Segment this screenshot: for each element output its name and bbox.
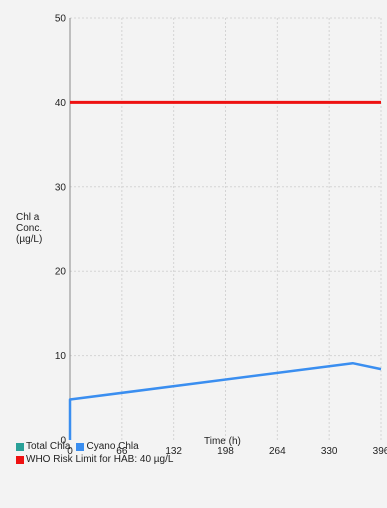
legend-item-cyano-chla[interactable]: Cyano Chla bbox=[76, 441, 139, 452]
legend-swatch-who-limit bbox=[16, 455, 24, 464]
y-axis-label-line-2: Conc. bbox=[16, 223, 43, 234]
x-tick-label: 264 bbox=[269, 446, 286, 457]
x-tick-label: 198 bbox=[217, 446, 234, 457]
series-lines bbox=[68, 100, 382, 440]
grid bbox=[70, 17, 382, 440]
legend-swatch-total-chla bbox=[16, 442, 24, 451]
y-axis-label-line-3: (µg/L) bbox=[16, 234, 43, 245]
legend-item-who-limit[interactable]: WHO Risk Limit for HAB: 40 µg/L bbox=[16, 454, 173, 465]
legend-label-who-limit: WHO Risk Limit for HAB: 40 µg/L bbox=[26, 454, 174, 465]
legend-label-cyano-chla: Cyano Chla bbox=[86, 441, 139, 452]
y-axis-label: Chl a Conc. (µg/L) bbox=[16, 212, 42, 245]
y-tick-label: 50 bbox=[55, 14, 67, 25]
x-tick-label: 66 bbox=[116, 446, 128, 457]
series-line-cyano-chla bbox=[68, 361, 382, 440]
tick-labels: 0 10 20 30 40 50 0 66 132 198 264 330 396 bbox=[55, 14, 387, 458]
legend-label-total-chla: Total Chla bbox=[26, 441, 71, 452]
y-tick-label: 20 bbox=[55, 267, 67, 278]
x-tick-label: 396 bbox=[373, 446, 387, 457]
y-tick-label: 10 bbox=[55, 351, 67, 362]
legend-row-1: Total Chla Cyano Chla bbox=[16, 441, 145, 452]
y-tick-label: 0 bbox=[60, 436, 66, 447]
legend-item-total-chla[interactable]: Total Chla bbox=[16, 441, 70, 452]
x-tick-label: 330 bbox=[321, 446, 338, 457]
x-tick-label: 132 bbox=[165, 446, 182, 457]
legend-swatch-cyano-chla bbox=[76, 442, 85, 451]
x-axis-label: Time (h) bbox=[204, 436, 241, 447]
legend-row-2: WHO Risk Limit for HAB: 40 µg/L bbox=[16, 454, 179, 465]
x-tick-label: 0 bbox=[67, 446, 73, 457]
y-axis-label-line-1: Chl a bbox=[16, 212, 40, 223]
y-tick-label: 40 bbox=[55, 98, 67, 109]
y-tick-label: 30 bbox=[55, 182, 67, 193]
